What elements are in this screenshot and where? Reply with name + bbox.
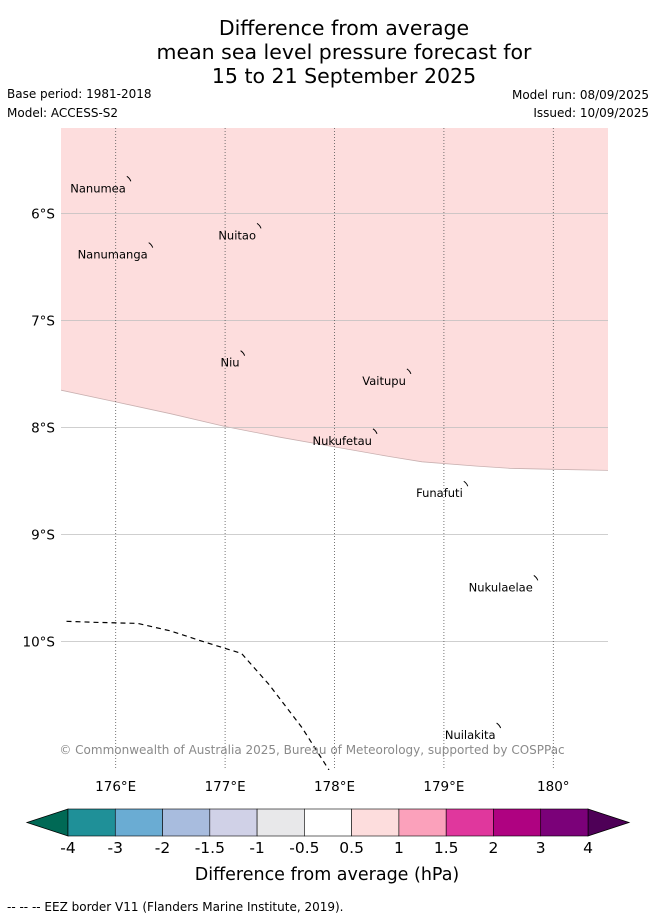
colorbar-tick-label: 2 bbox=[489, 839, 499, 857]
island-label: Nanumea bbox=[70, 181, 126, 195]
title-line-1: Difference from average bbox=[218, 16, 470, 40]
island-label: Nuitao bbox=[218, 228, 256, 242]
colorbar-tick-label: 3 bbox=[536, 839, 546, 857]
map-axes: 6°S 7°S 8°S 9°S 10°S 176°E 177°E 178°E 179°E 180° bbox=[23, 207, 570, 795]
island-label: Nanumanga bbox=[78, 248, 148, 262]
colorbar-tick-label: -3 bbox=[108, 839, 123, 857]
colorbar-bin bbox=[493, 808, 542, 837]
colorbar-bin bbox=[445, 808, 494, 837]
colorbar-tick-label: -0.5 bbox=[289, 839, 319, 857]
island-coastline bbox=[126, 175, 132, 182]
lon-tick-label: 179°E bbox=[423, 779, 464, 795]
island-label: Niu bbox=[221, 356, 240, 370]
island-coastline bbox=[463, 480, 469, 487]
colorbar-bin bbox=[114, 808, 163, 837]
lat-tick-label: 6°S bbox=[31, 207, 55, 223]
colorbar-bin bbox=[67, 808, 116, 837]
island-label: Nukulaelae bbox=[469, 580, 533, 594]
island-label: Vaitupu bbox=[362, 374, 406, 388]
colorbar-bin bbox=[540, 808, 589, 837]
map-plot-area: Nanumea Nuitao Nanumanga Niu Vaitupu Nukufeta… bbox=[61, 128, 608, 770]
colorbar-tick-label: 1 bbox=[394, 839, 404, 857]
eez-legend-note: -- -- -- EEZ border V11 (Flanders Marine… bbox=[7, 900, 344, 914]
island-coastline bbox=[533, 574, 539, 581]
colorbar-bin bbox=[256, 808, 305, 837]
lon-tick-label: 178°E bbox=[314, 779, 355, 795]
lat-tick-label: 7°S bbox=[31, 314, 55, 330]
colorbar-tick-label: -1 bbox=[249, 839, 264, 857]
anomaly-region-0-5-to-1 bbox=[61, 128, 608, 471]
model-run: Model run: 08/09/2025 bbox=[511, 88, 649, 102]
colorbar-bin bbox=[304, 808, 352, 837]
colorbar-tick-label: -1.5 bbox=[195, 839, 225, 857]
copyright-notice: © Commonwealth of Australia 2025, Bureau… bbox=[59, 743, 564, 757]
lat-tick-label: 9°S bbox=[31, 528, 55, 544]
colorbar-min-arrow bbox=[25, 808, 69, 837]
base-period: Base period: 1981-2018 bbox=[7, 87, 152, 101]
lon-tick-label: 180° bbox=[537, 779, 570, 795]
title-line-2: mean sea level pressure forecast for bbox=[156, 40, 532, 64]
lon-tick-label: 176°E bbox=[95, 779, 136, 795]
colorbar-tick-label: 0.5 bbox=[339, 839, 364, 857]
lat-tick-label: 8°S bbox=[31, 421, 55, 437]
colorbar-max-arrow bbox=[587, 808, 631, 837]
lat-tick-label: 10°S bbox=[23, 635, 56, 651]
colorbar-bin bbox=[398, 808, 447, 837]
colorbar-bin bbox=[351, 808, 400, 837]
colorbar-tick-label: 1.5 bbox=[434, 839, 459, 857]
title-line-3: 15 to 21 September 2025 bbox=[211, 64, 477, 88]
island-coastline bbox=[240, 350, 246, 356]
model-name: Model: ACCESS-S2 bbox=[7, 106, 119, 120]
island-label: Nuilakita bbox=[445, 728, 496, 742]
colorbar-bin bbox=[162, 808, 211, 837]
island-label: Funafuti bbox=[416, 486, 463, 500]
island-coastline bbox=[372, 428, 378, 434]
island-coastline bbox=[148, 242, 154, 248]
lon-tick-label: 177°E bbox=[205, 779, 246, 795]
colorbar-tick-label: -4 bbox=[60, 839, 75, 857]
colorbar-tick-label: -2 bbox=[155, 839, 170, 857]
colorbar-bin bbox=[209, 808, 258, 837]
colorbar-label: Difference from average (hPa) bbox=[195, 865, 460, 885]
colorbar: -4 -3 -2 -1.5 -1 -0.5 0.5 1 1.5 2 3 4 bbox=[25, 808, 631, 857]
anomaly-boundary bbox=[61, 389, 608, 471]
island-label: Nukufetau bbox=[313, 434, 372, 448]
colorbar-tick-label: 4 bbox=[583, 839, 593, 857]
island-coastline bbox=[406, 368, 412, 375]
chart-title: Difference from average mean sea level p… bbox=[0, 16, 655, 88]
eez-border bbox=[66, 620, 330, 770]
island-coastline bbox=[256, 222, 262, 229]
issued-date: Issued: 10/09/2025 bbox=[533, 106, 649, 120]
island-coastline bbox=[496, 722, 502, 729]
